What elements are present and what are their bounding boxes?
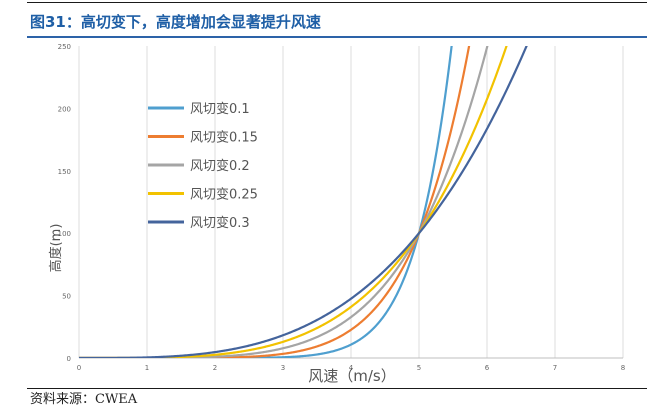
x-tick-label: 4: [349, 364, 354, 372]
y-tick-label: 150: [58, 168, 71, 176]
x-tick-label: 6: [485, 364, 490, 372]
y-tick-label: 250: [58, 43, 71, 51]
x-tick-label: 2: [213, 364, 217, 372]
y-tick-label: 200: [58, 105, 71, 113]
figure-title: 图31：高切变下，高度增加会显著提升风速: [30, 13, 321, 31]
y-tick-labels: 0 50 100 150 200 250: [58, 43, 71, 363]
legend-label: 风切变0.15: [190, 130, 258, 146]
x-tick-label: 3: [281, 364, 285, 372]
legend-label: 风切变0.2: [190, 158, 250, 174]
series-line: [79, 46, 471, 358]
series-lines: [79, 46, 528, 358]
x-tick-label: 8: [621, 364, 625, 372]
legend: 风切变0.1 风切变0.15 风切变0.2 风切变0.25 风切变0.3: [148, 101, 258, 231]
bottom-rule: [27, 388, 647, 389]
x-tick-labels: 0 1 2 3 4 5 6 7 8: [77, 364, 625, 372]
x-axis-label: 风速（m/s）: [308, 367, 395, 385]
source-note: 资料来源：CWEA: [30, 392, 138, 407]
series-line: [79, 46, 453, 358]
top-rule: [27, 2, 647, 3]
legend-label: 风切变0.25: [190, 187, 258, 203]
x-tick-label: 5: [417, 364, 421, 372]
grid: [78, 46, 624, 358]
series-line: [79, 46, 528, 358]
x-tick-label: 0: [77, 364, 81, 372]
y-tick-label: 0: [67, 355, 71, 363]
y-tick-label: 100: [58, 230, 71, 238]
x-tick-label: 1: [145, 364, 149, 372]
y-axis-label: 高度(m): [48, 224, 64, 273]
legend-label: 风切变0.3: [190, 215, 250, 231]
x-tick-label: 7: [553, 364, 557, 372]
series-line: [79, 46, 508, 358]
y-tick-label: 50: [62, 293, 71, 301]
title-rule: [27, 36, 647, 38]
legend-label: 风切变0.1: [190, 101, 250, 117]
